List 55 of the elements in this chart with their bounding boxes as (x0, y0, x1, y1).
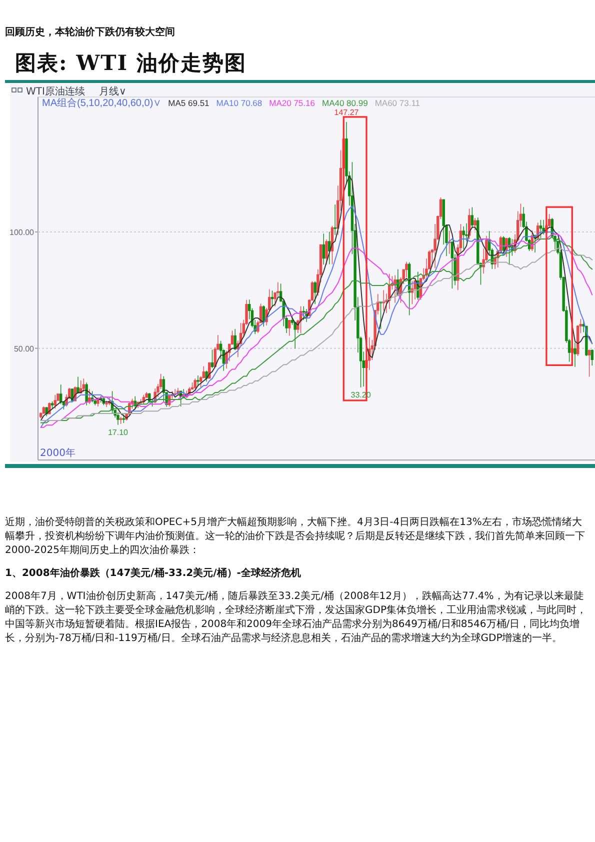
candlestick (270, 290, 274, 307)
candlestick (234, 328, 236, 351)
text: MA5 69.51 (168, 98, 210, 108)
candlestick (328, 231, 331, 265)
y-tick-label: 50.00 (14, 344, 35, 354)
candlestick (122, 414, 126, 424)
candlestick (54, 394, 56, 409)
candlestick (82, 378, 86, 392)
candlestick (194, 378, 196, 390)
text: MA10 70.68 (216, 98, 262, 108)
candlestick (382, 290, 385, 311)
text: 近期，油价受特朗普的关税政策和OPEC+5月增产大幅超预期影响，大幅下挫。4月3日-4日两日跌幅在13%左右，市场恐慌情绪大幅攀升，投资机构纷纷下调年内油价预测值。这一轮的油价下跌是否会持续呢？后期是反转还是继续下跌，我们首先简单来回顾一下2000-2025年期间历史上的四次油价暴跌： (5, 516, 586, 558)
candlestick (334, 204, 336, 236)
candlestick (470, 206, 474, 228)
legend-title: MA组合(5,10,20,40,60,0)∨ (42, 97, 162, 109)
text: 2008年7月，WTI油价创历史新高，147美元/桶，随后暴跌至33.2美元/桶（2008年12月），跌幅高达77.4%，为有记录以来最陡峭的下跌。这一轮下跌主要受全球金融危机影响，全球经济断崖式下滑，发达国家GDP集体负增长，工业用油需求锐减，与此同时，中国等新兴市场短暂硬着陆。根据IEA报告，2008年和2009年全球石油产品需求分别为8649万桶/日和8546万桶/日，同比均负增长，分别为-78万桶/日和-119万桶/日。全球石油产品需求与经济息息相关，石油产品的需求增速大约为全球GDP增速的一半。 (5, 590, 588, 646)
annotation: 月线∨ (98, 86, 126, 98)
candlestick (462, 226, 465, 250)
text: MA20 75.16 (269, 98, 316, 108)
candlestick (410, 280, 414, 304)
text: MA60 73.11 (374, 98, 420, 108)
candlestick (76, 376, 80, 394)
candlestick (414, 280, 416, 300)
candlestick (394, 274, 396, 304)
candlestick (448, 230, 451, 254)
candlestick (50, 401, 54, 408)
annotation: 17.10 (108, 428, 129, 437)
candlestick (574, 342, 576, 368)
candlestick (105, 400, 108, 408)
candlestick (322, 233, 325, 265)
annotation: WTI原油连续 (26, 86, 85, 98)
candlestick (288, 320, 291, 336)
text: 回顾历史，本轮油价下跌仍有较大空间 (5, 26, 175, 39)
candlestick (162, 376, 166, 403)
candlestick (116, 412, 120, 426)
candlestick (539, 220, 542, 238)
candlestick (314, 280, 316, 304)
candlestick (42, 406, 46, 414)
annotation: 2000年 (40, 447, 76, 459)
y-tick-label: 100.00 (10, 228, 35, 237)
candlestick (450, 241, 454, 289)
candlestick (590, 349, 594, 366)
text: 1、2008年油价暴跌（147美元/桶-33.2美元/桶）-全球经济危机 (5, 567, 302, 581)
annotation: 147.27 (334, 108, 360, 117)
candlestick (325, 239, 328, 266)
candlestick (508, 236, 511, 265)
candlestick (210, 349, 214, 368)
chart-title: 图表: WTI 油价走势图 (15, 49, 246, 77)
candlestick (190, 382, 194, 390)
candlestick (196, 375, 200, 387)
candlestick (302, 306, 305, 320)
candlestick (474, 218, 476, 231)
candlestick (119, 416, 122, 424)
text: MA40 80.99 (322, 98, 368, 108)
candlestick (588, 349, 591, 378)
